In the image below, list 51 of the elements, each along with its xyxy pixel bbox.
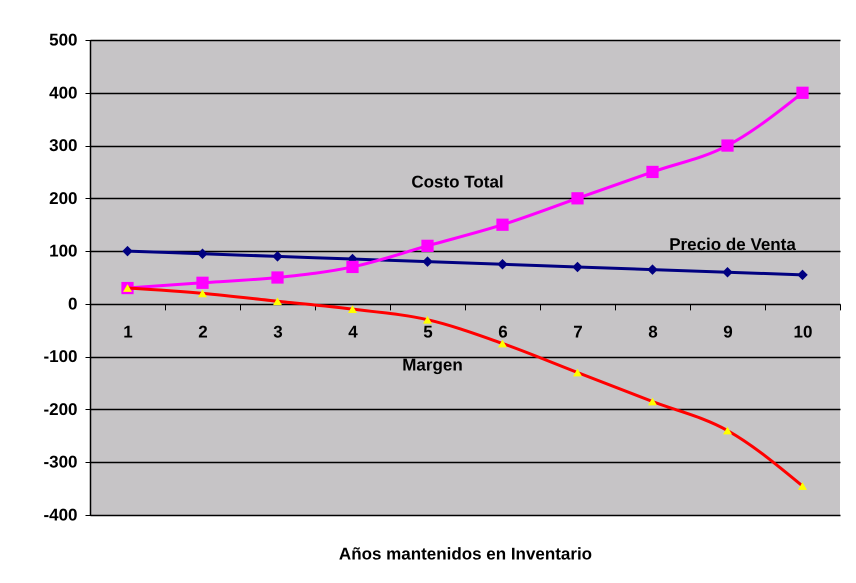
x-tick-label: 10 — [794, 322, 812, 342]
y-tick-label: -300 — [43, 452, 78, 472]
y-tick-label: 100 — [49, 242, 78, 261]
x-tick-label: 6 — [498, 322, 508, 342]
point — [421, 240, 434, 252]
y-tick-label: 300 — [49, 136, 78, 156]
x-axis-title: Años mantenidos en Inventario — [338, 544, 592, 564]
y-tick-label: -100 — [43, 347, 78, 366]
point — [422, 256, 433, 267]
point — [573, 368, 582, 376]
point — [122, 246, 133, 256]
x-tick-label: 1 — [123, 322, 133, 342]
point — [496, 218, 509, 231]
point — [572, 262, 583, 272]
y-tick-label: 500 — [49, 30, 78, 50]
point — [348, 305, 357, 314]
y-tick-label: 0 — [68, 294, 78, 314]
point — [196, 276, 209, 289]
y-tick-label: 400 — [49, 83, 78, 102]
point — [722, 266, 733, 278]
point — [646, 166, 659, 178]
y-tick-label: -200 — [43, 400, 78, 419]
point — [197, 248, 208, 259]
x-tick-label: 7 — [573, 322, 583, 342]
point — [497, 259, 508, 270]
point — [797, 270, 808, 280]
point — [271, 271, 284, 284]
x-tick-label: 3 — [273, 322, 283, 342]
point — [571, 192, 584, 204]
point — [198, 289, 207, 298]
point — [423, 316, 432, 324]
point — [648, 398, 657, 406]
y-tick-label: -400 — [43, 506, 78, 524]
point — [273, 297, 282, 306]
point — [723, 426, 732, 434]
point — [346, 260, 359, 274]
point — [498, 340, 507, 348]
point — [272, 251, 283, 262]
point — [721, 139, 734, 152]
series-label: Precio de Venta — [669, 234, 796, 254]
x-tick-label: 4 — [348, 322, 358, 342]
point — [647, 264, 658, 275]
point — [798, 482, 807, 490]
series-label: Costo Total — [411, 172, 504, 192]
point — [796, 86, 809, 99]
x-tick-label: 2 — [198, 322, 208, 342]
series-label: Margen — [402, 355, 463, 374]
y-tick-label: 200 — [49, 188, 78, 208]
x-tick-label: 5 — [423, 322, 433, 342]
x-tick-label: 9 — [723, 322, 733, 342]
x-tick-label: 8 — [648, 322, 658, 342]
